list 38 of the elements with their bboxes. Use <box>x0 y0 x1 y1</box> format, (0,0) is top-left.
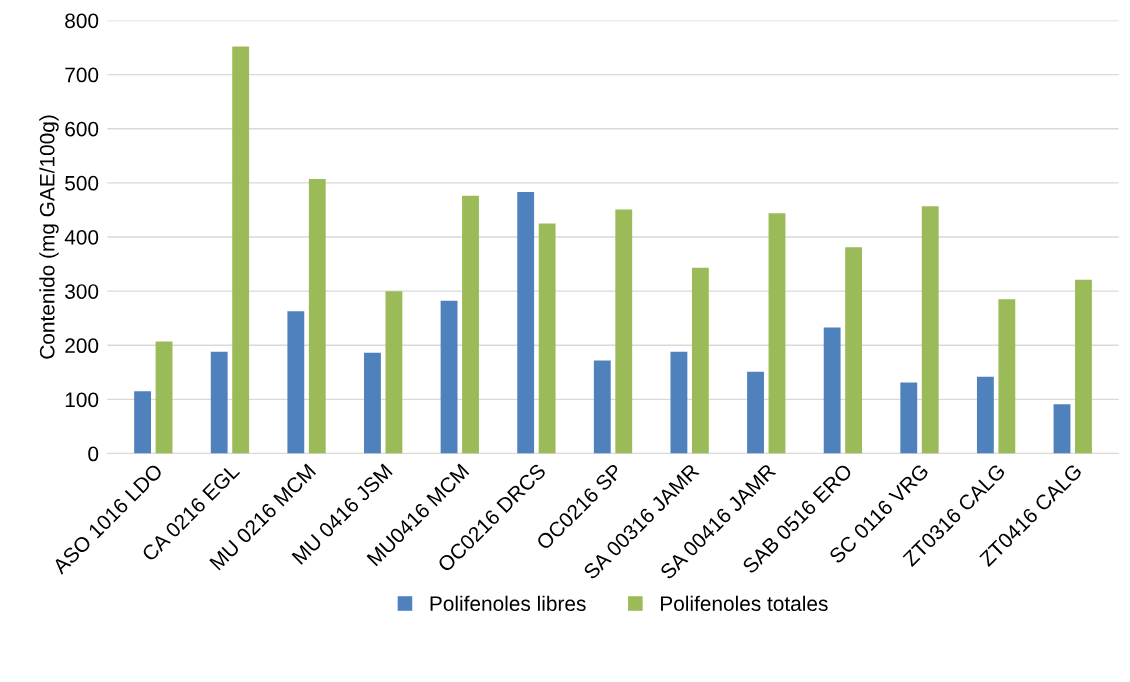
bar <box>462 195 479 454</box>
bar <box>210 351 228 454</box>
bar <box>998 299 1016 454</box>
y-tick-label: 200 <box>65 338 99 354</box>
bar <box>976 376 994 454</box>
y-tick-label: 400 <box>64 230 99 245</box>
bar <box>593 360 611 454</box>
y-tick-label: 600 <box>65 121 99 137</box>
bar <box>538 223 556 454</box>
y-tick-label: 500 <box>65 175 99 191</box>
y-tick-label: 0 <box>88 446 99 462</box>
bar <box>691 267 709 454</box>
bar <box>747 371 764 454</box>
bar <box>900 382 918 454</box>
bar <box>440 300 458 454</box>
y-tick-label: 800 <box>65 13 99 29</box>
bar <box>845 247 863 454</box>
y-tick-label: 700 <box>65 67 99 83</box>
bar <box>134 391 152 454</box>
bar <box>155 341 173 454</box>
bar <box>823 327 841 454</box>
bar <box>364 352 381 454</box>
bar <box>615 209 633 454</box>
bar <box>287 311 305 454</box>
bar <box>1075 279 1092 454</box>
bar <box>308 179 326 454</box>
legend-label: Polifenoles totales <box>661 595 828 612</box>
bar <box>1053 404 1071 454</box>
y-tick-label: 100 <box>65 392 99 408</box>
bar <box>768 213 786 454</box>
bar <box>921 206 939 454</box>
bar <box>670 351 688 454</box>
bar <box>385 291 403 454</box>
legend-label: Polifenoles libres <box>430 595 586 612</box>
y-axis-title: Contenido (mg GAE/100g) <box>39 115 59 359</box>
bar <box>517 192 535 454</box>
bar <box>232 46 250 454</box>
y-tick-label: 300 <box>65 284 99 299</box>
